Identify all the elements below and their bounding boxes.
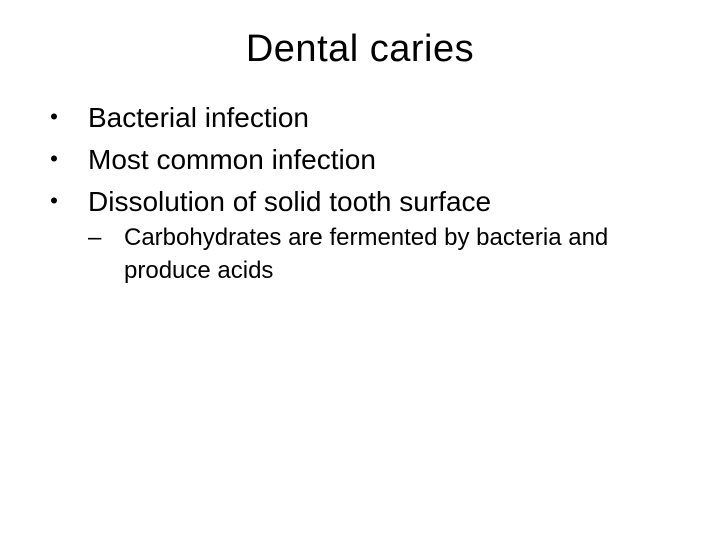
bullet-text: Most common infection	[88, 144, 376, 175]
list-item: Most common infection	[40, 141, 680, 179]
list-item: Bacterial infection	[40, 99, 680, 137]
bullet-text: Dissolution of solid tooth surface	[88, 186, 491, 217]
slide-title: Dental caries	[0, 0, 720, 81]
slide: Dental caries Bacterial infection Most c…	[0, 0, 720, 540]
bullet-text: Carbohydrates are fermented by bacteria …	[124, 224, 608, 283]
list-item: Dissolution of solid tooth surface Carbo…	[40, 183, 680, 288]
list-item: Carbohydrates are fermented by bacteria …	[88, 222, 680, 287]
bullet-text: Bacterial infection	[88, 102, 309, 133]
sub-bullet-list: Carbohydrates are fermented by bacteria …	[88, 222, 680, 287]
bullet-list: Bacterial infection Most common infectio…	[40, 99, 680, 287]
slide-body: Bacterial infection Most common infectio…	[0, 81, 720, 287]
